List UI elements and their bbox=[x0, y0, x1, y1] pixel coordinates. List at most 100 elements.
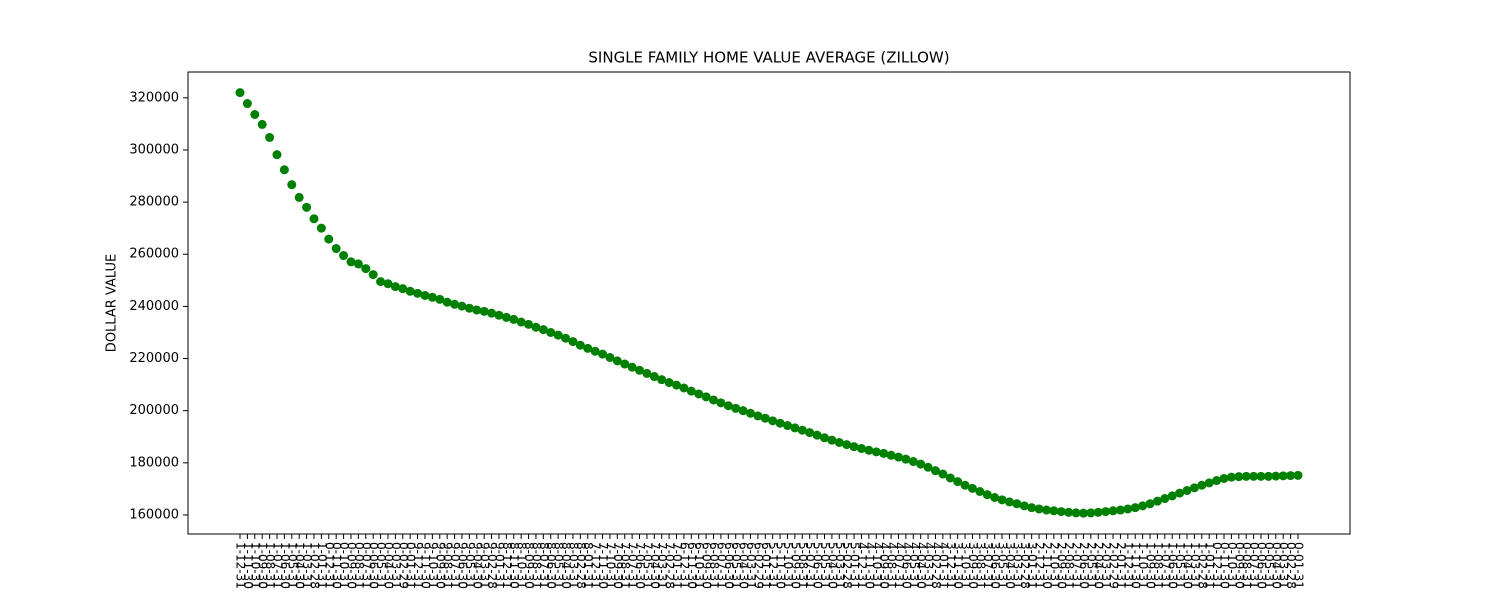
x-tick-label: 0-11-30 bbox=[1218, 542, 1232, 589]
x-tick-label: 7-01-31 bbox=[670, 542, 684, 589]
point bbox=[272, 150, 282, 160]
x-tick-label: 0-03-31 bbox=[389, 542, 403, 589]
y-tick-label: 280000 bbox=[129, 195, 179, 210]
x-tick-label: 9-05-31 bbox=[463, 542, 477, 589]
x-tick-label: 7-11-30 bbox=[596, 542, 610, 589]
x-tick-label: 3-11-30 bbox=[951, 542, 965, 589]
x-tick-label: 0-11-30 bbox=[330, 542, 344, 589]
x-tick-label: 1-08-31 bbox=[263, 542, 277, 589]
point bbox=[627, 362, 637, 372]
point bbox=[664, 378, 674, 388]
x-tick-label: 0-05-31 bbox=[374, 542, 388, 589]
point bbox=[1286, 471, 1296, 481]
point bbox=[805, 428, 815, 438]
x-tick-label: 0-09-30 bbox=[344, 542, 358, 589]
point bbox=[960, 480, 970, 490]
x-tick-label: 3-08-31 bbox=[973, 542, 987, 589]
point bbox=[353, 259, 363, 269]
point bbox=[1219, 473, 1229, 483]
x-tick-label: 0-05-31 bbox=[1262, 542, 1276, 589]
point bbox=[583, 343, 593, 353]
point bbox=[1101, 507, 1111, 517]
x-tick-label: 6-08-31 bbox=[707, 542, 721, 589]
point bbox=[982, 490, 992, 500]
point bbox=[265, 132, 275, 142]
x-tick-label: 3-04-30 bbox=[1003, 542, 1017, 589]
x-tick-label: 7-06-30 bbox=[633, 542, 647, 589]
point bbox=[1071, 508, 1081, 518]
point bbox=[346, 257, 356, 267]
x-tick-label: 8-07-31 bbox=[537, 542, 551, 589]
x-tick-label: 0-12-31 bbox=[322, 542, 336, 589]
x-tick-label: 2-02-29 bbox=[1107, 542, 1121, 589]
x-tick-label: 2-08-31 bbox=[1062, 542, 1076, 589]
x-tick-label: 3-06-30 bbox=[988, 542, 1002, 589]
point bbox=[849, 442, 859, 452]
point bbox=[1041, 505, 1051, 515]
x-tick-label: 6-12-31 bbox=[677, 542, 691, 589]
x-tick-label: 1-06-30 bbox=[1166, 542, 1180, 589]
x-tick-label: 3-12-31 bbox=[944, 542, 958, 589]
point bbox=[908, 457, 918, 467]
point bbox=[716, 398, 726, 408]
x-tick-label: 2-01-31 bbox=[1114, 542, 1128, 589]
point bbox=[1293, 470, 1303, 480]
point bbox=[1004, 497, 1014, 507]
point bbox=[257, 119, 267, 129]
x-tick-label: 0-10-31 bbox=[1225, 542, 1239, 589]
point bbox=[893, 452, 903, 462]
point bbox=[442, 297, 452, 307]
x-tick-label: 8-03-31 bbox=[566, 542, 580, 589]
point bbox=[886, 450, 896, 460]
point bbox=[553, 330, 563, 340]
x-tick-label: 7-05-31 bbox=[640, 542, 654, 589]
point bbox=[856, 443, 866, 453]
point bbox=[782, 421, 792, 431]
x-tick-label: 8-11-30 bbox=[507, 542, 521, 589]
x-tick-label: 4-03-31 bbox=[922, 542, 936, 589]
x-tick-label: 2-12-31 bbox=[1033, 542, 1047, 589]
x-tick-label: 7-12-31 bbox=[589, 542, 603, 589]
x-tick-label: 6-03-31 bbox=[744, 542, 758, 589]
y-tick-label: 240000 bbox=[129, 299, 179, 314]
point bbox=[1115, 505, 1125, 515]
point bbox=[1086, 508, 1096, 518]
point bbox=[472, 305, 482, 315]
point bbox=[1212, 476, 1222, 486]
point bbox=[516, 317, 526, 327]
point bbox=[612, 356, 622, 366]
point bbox=[294, 192, 304, 202]
x-tick-label: 1-01-31 bbox=[1203, 542, 1217, 589]
x-tick-label: 6-01-31 bbox=[759, 542, 773, 589]
x-tick-label: 2-09-30 bbox=[1055, 542, 1069, 589]
x-tick-label: 4-09-30 bbox=[877, 542, 891, 589]
point bbox=[1093, 507, 1103, 517]
point bbox=[361, 264, 371, 274]
x-tick-label: 7-03-31 bbox=[655, 542, 669, 589]
point bbox=[975, 487, 985, 497]
point bbox=[464, 303, 474, 313]
x-tick-label: 3-01-31 bbox=[1025, 542, 1039, 589]
point bbox=[916, 459, 926, 469]
x-tick-label: 4-11-30 bbox=[862, 542, 876, 589]
x-tick-label: 3-09-30 bbox=[966, 542, 980, 589]
x-tick-label: 1-02-28 bbox=[1195, 542, 1209, 589]
x-tick-label: 8-08-31 bbox=[529, 542, 543, 589]
x-tick-label: 5-06-30 bbox=[811, 542, 825, 589]
x-tick-label: 0-12-31 bbox=[1210, 542, 1224, 589]
x-tick-label: 5-08-31 bbox=[796, 542, 810, 589]
y-tick-label: 160000 bbox=[129, 507, 179, 522]
point bbox=[561, 333, 571, 343]
point bbox=[1138, 501, 1148, 511]
point bbox=[479, 306, 489, 316]
x-tick-label: 6-06-30 bbox=[722, 542, 736, 589]
x-tick-label: 2-03-31 bbox=[1099, 542, 1113, 589]
x-tick-label: 8-09-30 bbox=[522, 542, 536, 589]
point bbox=[450, 299, 460, 309]
plot-frame bbox=[187, 71, 1351, 535]
x-tick-label: 4-07-31 bbox=[892, 542, 906, 589]
x-tick-label: 6-09-30 bbox=[700, 542, 714, 589]
x-tick-label: 8-10-31 bbox=[515, 542, 529, 589]
point bbox=[420, 290, 430, 300]
